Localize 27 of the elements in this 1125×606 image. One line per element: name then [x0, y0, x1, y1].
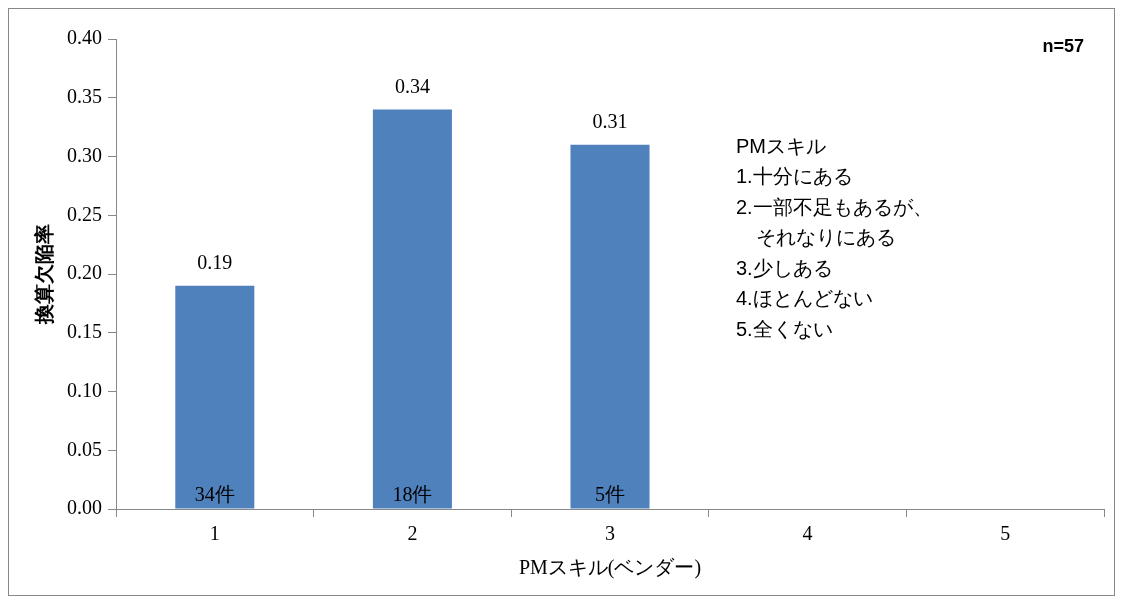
- y-tick-label: 0.20: [67, 261, 102, 284]
- data-label: 0.31: [592, 110, 628, 132]
- x-tick-label: 1: [209, 522, 220, 545]
- annotation: 5件: [595, 483, 625, 506]
- y-tick-label: 0.10: [67, 378, 102, 401]
- annotation: n=57: [1042, 35, 1084, 56]
- y-tick-label: 0.05: [67, 437, 102, 460]
- x-tick-label: 3: [605, 522, 615, 545]
- y-tick-label: 0.35: [67, 85, 102, 107]
- bar: [372, 109, 452, 509]
- x-tick-label: 4: [802, 522, 813, 545]
- y-axis-title: 換算欠陥率: [32, 224, 55, 325]
- y-tick-label: 0.30: [67, 143, 102, 166]
- annotation: 18件: [392, 483, 433, 506]
- annotation: PMスキル 1.十分にある 2.一部不足もあるが、それなりにある 3.少しある 4.ほとんどない 5.全くない: [736, 134, 933, 340]
- annotation: 34件: [194, 483, 235, 506]
- y-tick-label: 0.25: [67, 202, 102, 225]
- data-label: 0.34: [394, 74, 430, 97]
- y-tick-label: 0.15: [67, 320, 102, 342]
- x-tick-label: 2: [407, 522, 418, 545]
- x-axis-title: PMスキル(ベンダー): [518, 556, 702, 580]
- bar: [570, 144, 650, 509]
- bar: [175, 285, 255, 509]
- data-label: 0.19: [197, 251, 233, 273]
- x-tick-label: 5: [1000, 522, 1011, 545]
- y-tick-label: 0.40: [67, 26, 102, 49]
- y-tick-label: 0.00: [67, 496, 102, 519]
